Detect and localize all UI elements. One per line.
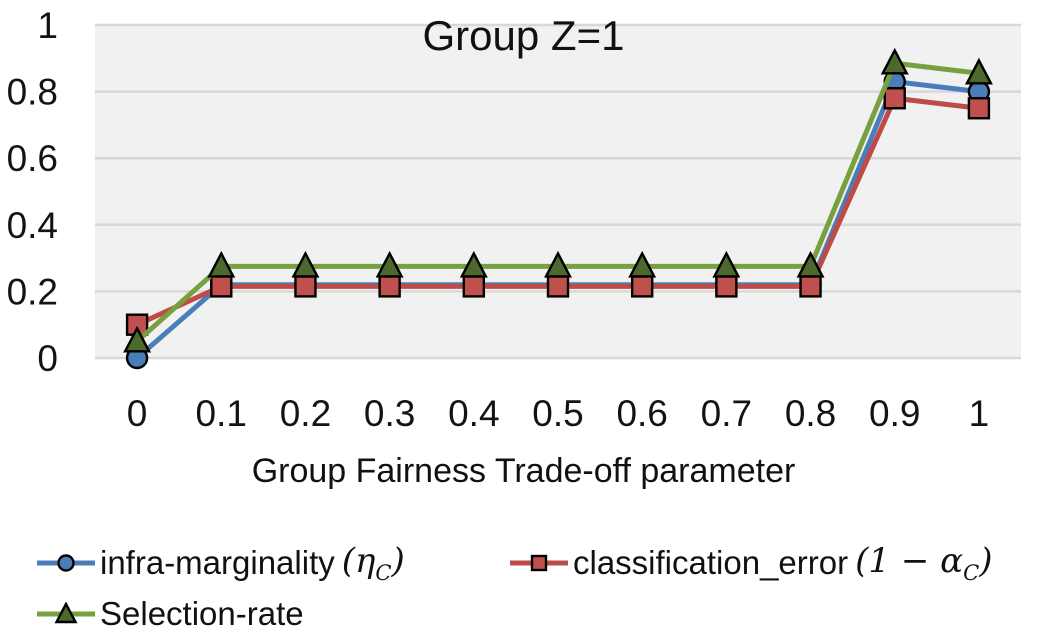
square-marker [546, 275, 570, 298]
y-tick-label: 0.2 [7, 271, 58, 312]
legend-marker-triangle-icon [37, 602, 95, 624]
x-tick-label: 1 [969, 393, 990, 434]
square-marker [294, 275, 317, 298]
y-tick-label: 0.8 [7, 72, 58, 113]
chart-title: Group Z=1 [422, 12, 625, 59]
square-marker [799, 275, 822, 298]
legend-marker-circle-icon [37, 554, 95, 572]
legend-item-classification-error: classification_error (1 − αC) [508, 541, 992, 585]
y-tick-label: 0.6 [7, 138, 58, 179]
square-marker [462, 275, 486, 298]
y-tick-label: 0.4 [7, 205, 58, 246]
triangle-marker [544, 250, 572, 278]
x-tick-label: 0.2 [280, 393, 331, 434]
legend-math: (ηC) [341, 541, 405, 585]
legend-label: Selection-rate [100, 595, 304, 632]
legend-math: (1 − αC) [855, 541, 993, 585]
x-tick-label: 0.6 [616, 393, 667, 434]
y-tick-label: 1 [37, 5, 58, 46]
chart-plot: 0 0.2 0.4 0.6 0.8 1 0 0.1 0.2 0.3 0.4 0.5 0.6 0.7 0.8 0… [7, 5, 1021, 434]
triangle-marker [459, 250, 488, 278]
x-tick-label: 0 [127, 393, 148, 434]
square-marker [967, 97, 991, 120]
y-tick-label: 0 [37, 338, 58, 379]
x-tick-label: 0.3 [364, 393, 415, 434]
legend-label: classification_error [573, 544, 849, 581]
square-marker [630, 275, 654, 298]
legend-item-selection-rate: Selection-rate [35, 592, 304, 636]
x-tick-label: 0.9 [869, 393, 920, 434]
legend-marker-square-icon [510, 554, 568, 572]
x-tick-label: 0.7 [701, 393, 752, 434]
plot-area [95, 25, 1021, 358]
square-marker [378, 275, 401, 298]
square-marker [210, 275, 233, 298]
legend-label: infra-marginality [100, 544, 335, 581]
triangle-marker [796, 250, 825, 278]
x-tick-label: 0.5 [532, 393, 583, 434]
triangle-marker [123, 325, 152, 353]
x-tick-label: 0.4 [448, 393, 499, 434]
x-tick-label: 0.8 [785, 393, 836, 434]
x-tick-label: 0.1 [196, 393, 247, 434]
square-marker [715, 275, 738, 298]
x-axis-title: Group Fairness Trade-off parameter [251, 452, 796, 490]
legend-item-infra-marginality: infra-marginality (ηC) [35, 541, 405, 585]
triangle-marker [628, 250, 657, 278]
square-marker [883, 87, 906, 110]
triangle-marker [291, 250, 320, 278]
triangle-marker [880, 47, 909, 75]
triangle-marker [712, 250, 741, 278]
triangle-marker [207, 250, 236, 278]
triangle-marker [964, 57, 993, 85]
triangle-marker [375, 250, 404, 278]
